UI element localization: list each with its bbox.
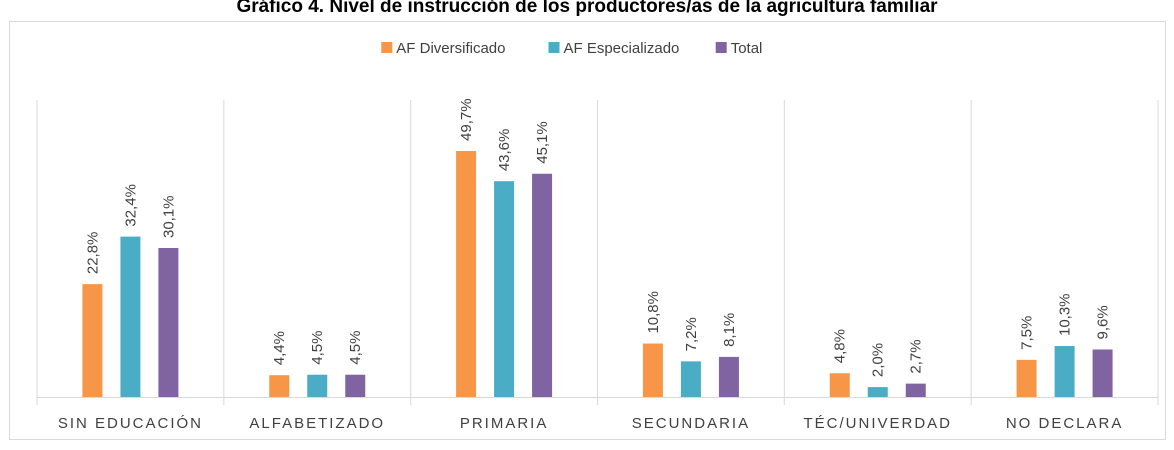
legend-label: AF Diversificado xyxy=(396,40,505,57)
data-label: 2,0% xyxy=(870,343,887,377)
legend-label: AF Especializado xyxy=(564,40,680,57)
chart-title: Gráfico 4. Nivel de instrucción de los p… xyxy=(236,0,938,17)
bar xyxy=(158,248,179,397)
bar xyxy=(456,150,477,397)
legend-swatch xyxy=(548,42,560,53)
bar xyxy=(718,356,739,397)
chart-frame xyxy=(9,21,1166,440)
data-label: 7,2% xyxy=(683,317,700,351)
data-label: 9,6% xyxy=(1095,305,1112,339)
data-label: 45,1% xyxy=(534,121,551,164)
bar xyxy=(1092,349,1113,397)
bar xyxy=(345,374,366,397)
legend-label: Total xyxy=(731,40,763,57)
data-label: 10,3% xyxy=(1057,293,1074,336)
bar xyxy=(82,284,103,397)
bar xyxy=(307,374,328,397)
data-label: 2,7% xyxy=(908,339,925,373)
x-tick-label: NO DECLARA xyxy=(1006,415,1124,432)
bar xyxy=(867,387,888,397)
bar xyxy=(1054,346,1075,397)
data-label: 22,8% xyxy=(84,232,101,275)
data-label: 4,4% xyxy=(271,331,288,365)
data-label: 4,5% xyxy=(347,331,364,365)
data-label: 4,8% xyxy=(832,329,849,363)
bar xyxy=(494,181,515,397)
bar xyxy=(642,343,663,397)
data-label: 8,1% xyxy=(721,313,738,347)
data-label: 49,7% xyxy=(458,98,475,141)
x-tick-label: SIN EDUCACIÓN xyxy=(58,415,203,432)
bar xyxy=(532,173,553,397)
legend-swatch xyxy=(715,42,727,53)
data-label: 4,5% xyxy=(309,331,326,365)
data-label: 43,6% xyxy=(496,129,513,172)
x-tick-label: PRIMARIA xyxy=(460,415,549,432)
bar xyxy=(1016,359,1037,397)
data-label: 32,4% xyxy=(122,184,139,227)
data-label: 10,8% xyxy=(645,291,662,334)
data-label: 7,5% xyxy=(1019,316,1036,350)
x-tick-label: TÉC/UNIVERDAD xyxy=(803,415,952,432)
bar xyxy=(829,373,850,397)
bar xyxy=(905,383,926,397)
data-label: 30,1% xyxy=(160,195,177,238)
x-tick-label: SECUNDARIA xyxy=(632,415,750,432)
bar xyxy=(680,361,701,397)
x-tick-label: ALFABETIZADO xyxy=(249,415,385,432)
legend-swatch xyxy=(381,42,393,53)
bar xyxy=(120,236,141,397)
bar xyxy=(269,375,290,397)
legend: AF Diversificado AF Especializado Total xyxy=(381,40,762,57)
